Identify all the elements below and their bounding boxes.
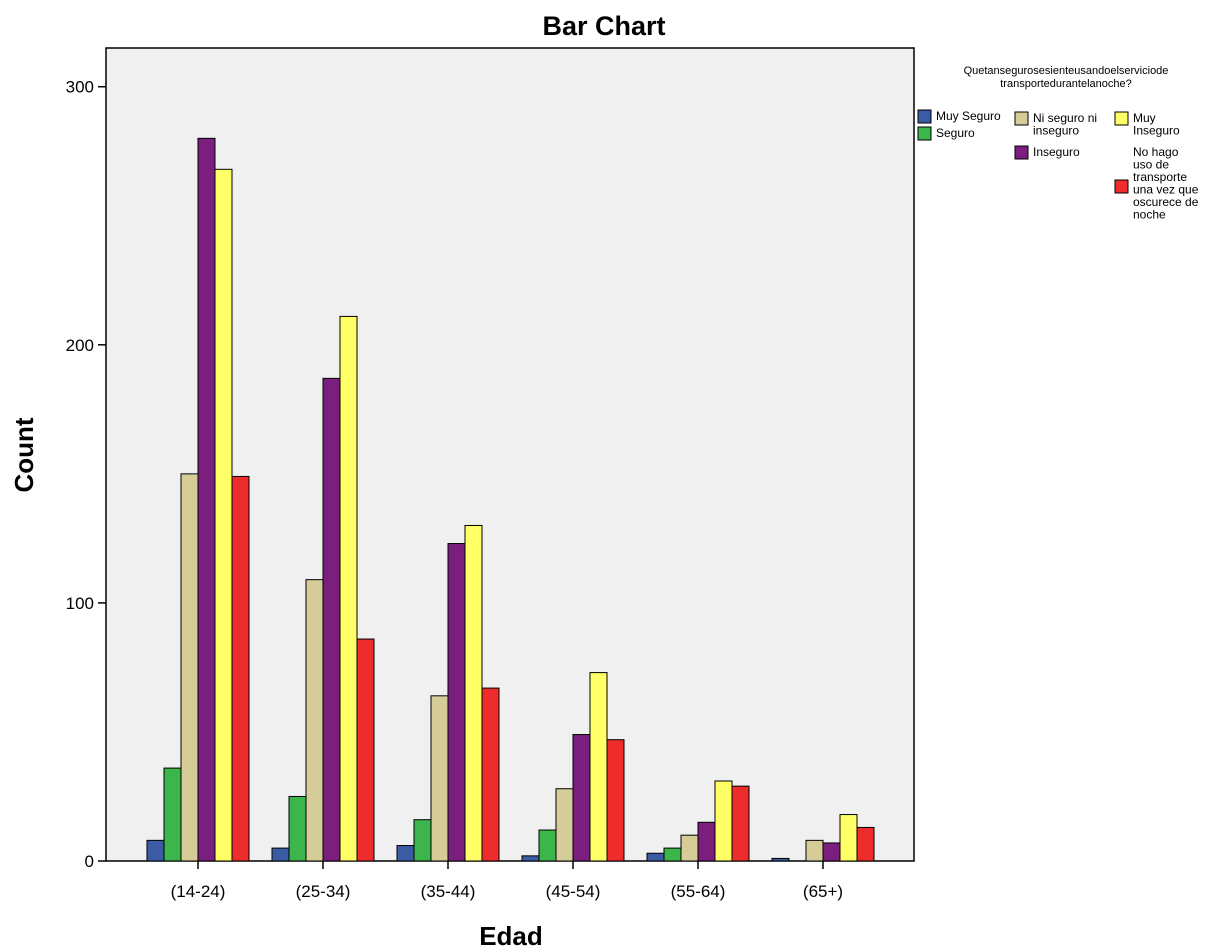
bar	[339, 315, 358, 862]
chart-title: Bar Chart	[542, 11, 665, 41]
x-axis-title: Edad	[479, 921, 543, 951]
x-axis: (14-24) (25-34) (35-44) (45-54) (55-64) (65+)	[171, 861, 843, 901]
y-tick-label: 0	[85, 852, 94, 871]
x-tick-label: (45-54)	[546, 882, 601, 901]
legend-label: noche	[1133, 208, 1166, 222]
y-axis: 0 100 200 300	[66, 78, 106, 871]
bar	[822, 842, 841, 862]
legend-label: Muy	[1133, 111, 1156, 125]
bar	[697, 821, 716, 862]
x-tick-label: (14-24)	[171, 882, 226, 901]
bar	[555, 788, 574, 862]
legend-swatch	[1114, 111, 1129, 126]
legend: Quetansegurosesienteusandoelserviciodetr…	[917, 65, 1199, 222]
legend-label: Ni seguro ni	[1033, 111, 1097, 125]
legend-label: inseguro	[1033, 124, 1079, 138]
x-tick-label: (35-44)	[421, 882, 476, 901]
bar	[322, 377, 341, 862]
bars	[146, 137, 875, 862]
legend-title: transportedurantelanoche?	[1000, 78, 1131, 90]
legend-swatch	[1014, 111, 1029, 126]
legend-label: transporte	[1133, 170, 1187, 184]
y-axis-title: Count	[9, 417, 39, 492]
bar	[430, 695, 449, 862]
bar	[214, 168, 233, 862]
bar	[572, 734, 591, 862]
y-tick-label: 200	[66, 336, 94, 355]
bar	[271, 847, 290, 862]
bar	[288, 795, 307, 862]
bar	[180, 473, 199, 862]
legend-label: una vez que	[1133, 183, 1199, 197]
bar	[305, 579, 324, 862]
bar	[163, 767, 182, 862]
bar	[481, 687, 500, 862]
x-tick-label: (25-34)	[296, 882, 351, 901]
bar	[197, 137, 216, 862]
legend-swatch	[917, 109, 932, 124]
bar	[146, 839, 165, 862]
bar	[805, 839, 824, 862]
legend-label: Inseguro	[1133, 124, 1180, 138]
legend-label: Muy Seguro	[936, 109, 1001, 123]
y-tick-label: 300	[66, 78, 94, 97]
legend-swatch	[1014, 145, 1029, 160]
legend-label: Inseguro	[1033, 145, 1080, 159]
legend-swatch	[917, 126, 932, 141]
bar	[589, 672, 608, 862]
legend-title: Quetansegurosesienteusandoelserviciode	[964, 65, 1169, 77]
bar	[771, 857, 790, 862]
bar	[538, 829, 557, 862]
legend-swatch	[1114, 179, 1129, 194]
bar	[396, 845, 415, 862]
bar	[606, 739, 625, 862]
bar	[521, 855, 540, 862]
bar	[714, 780, 733, 862]
bar	[646, 852, 665, 862]
legend-label: oscurece de	[1133, 195, 1199, 209]
bar	[231, 475, 250, 862]
bar	[731, 785, 750, 862]
bar	[663, 847, 682, 862]
legend-label: uso de	[1133, 158, 1169, 172]
bar	[356, 638, 375, 862]
bar	[447, 543, 466, 862]
bar	[856, 826, 875, 862]
legend-label: No hago	[1133, 145, 1179, 159]
bar	[464, 524, 483, 862]
x-tick-label: (65+)	[803, 882, 843, 901]
bar	[680, 834, 699, 862]
x-tick-label: (55-64)	[671, 882, 726, 901]
bar	[839, 814, 858, 862]
bar	[413, 819, 432, 862]
y-tick-label: 100	[66, 594, 94, 613]
legend-label: Seguro	[936, 126, 975, 140]
